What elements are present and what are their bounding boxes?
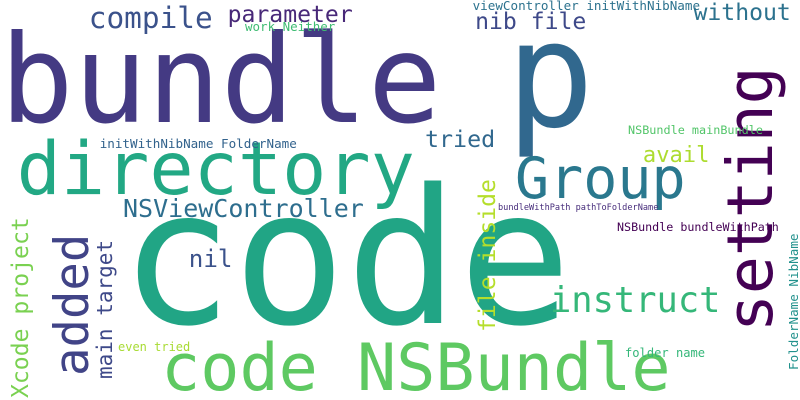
word-folder-name: folder name (625, 346, 706, 361)
word-nsbundle-mainbundle: NSBundle mainBundle (628, 122, 763, 137)
word-xcode-project: Xcode project (7, 217, 34, 398)
word-foldername-nibname: FolderName NibName (785, 233, 800, 370)
word-file-inside: file inside (475, 178, 502, 332)
word-nsbundle-bundlewithpath: NSBundle bundleWithPath (617, 219, 779, 234)
word-viewcontroller-initwithnibname: viewController initWithNibName (472, 0, 701, 13)
word-directory: directory (16, 127, 415, 213)
word-added: added (44, 233, 100, 376)
word-setting: setting (713, 66, 787, 333)
word-nib-file: nib file (475, 9, 587, 36)
word-avail: avail (642, 141, 710, 168)
word-initwithnibname-foldername: initWithNibName FolderName (99, 135, 297, 151)
word-main-target: main target (92, 240, 117, 380)
word-code-nsbundle: code NSBundle (161, 331, 671, 400)
word-instruct: instruct (550, 279, 721, 321)
word-without: without (693, 0, 791, 27)
word-bundle: bundle (0, 8, 442, 151)
word-compile: compile (88, 1, 213, 36)
word-work-neither: work Neither (245, 18, 336, 34)
word-even-tried: even tried (118, 340, 191, 354)
word-bundlewithpath-pathtofoldername: bundleWithPath pathToFolderName (498, 203, 659, 214)
word-p: p (505, 0, 595, 161)
word-code: code (120, 150, 572, 369)
word-parameter: parameter (227, 2, 353, 29)
word-nsviewcontroller: NSViewController (123, 194, 364, 223)
word-nil: nil (188, 245, 233, 274)
word-group: Group (515, 146, 686, 213)
word-tried: tried (425, 125, 496, 153)
